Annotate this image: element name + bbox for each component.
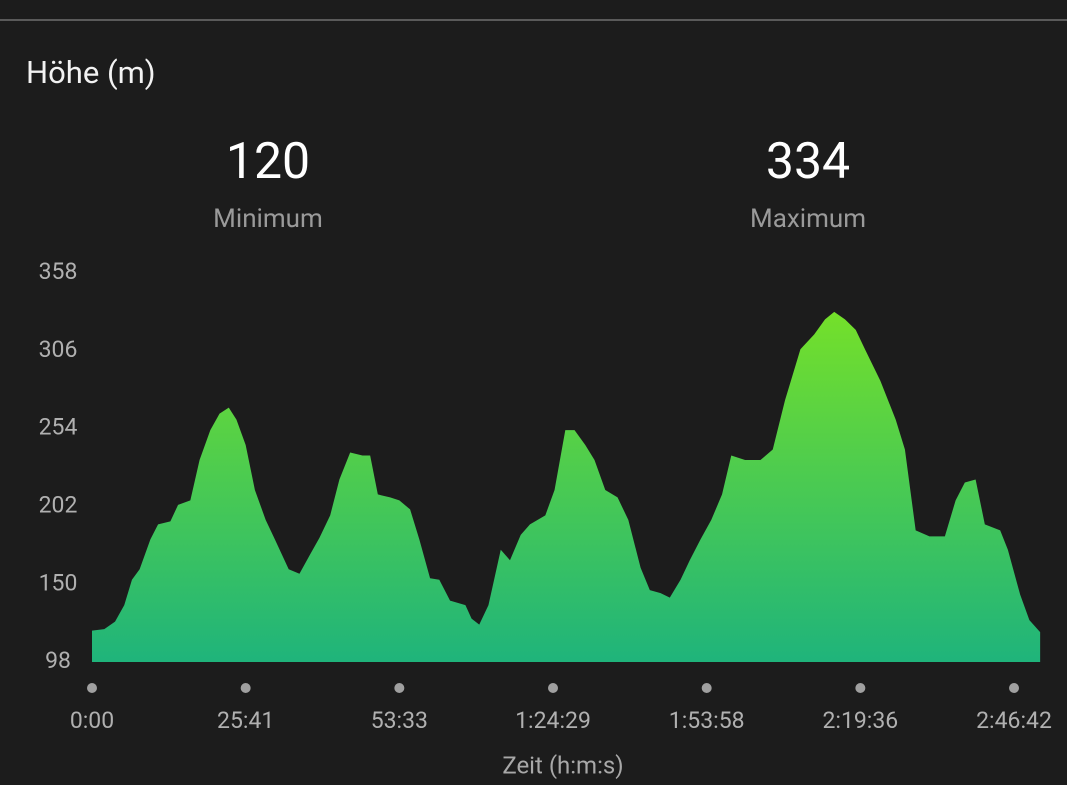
x-tick-dot (701, 683, 712, 693)
x-tick-dot (394, 683, 405, 693)
x-tick-dot (1009, 683, 1020, 693)
x-tick-label: 2:19:36 (822, 707, 898, 734)
chart-title: Höhe (m) (26, 54, 156, 91)
y-tick-label: 150 (39, 569, 78, 596)
x-tick-dot (87, 683, 97, 693)
stat-label: Maximum (750, 204, 866, 234)
y-tick-label: 254 (39, 414, 78, 441)
x-tick-label: 25:41 (217, 707, 274, 734)
x-tick-label: 1:53:58 (669, 707, 745, 734)
x-tick-dot (548, 683, 559, 693)
stat-value: 120 (226, 133, 310, 191)
x-tick-label: 53:33 (371, 707, 428, 734)
stat-value: 334 (766, 133, 850, 191)
y-tick-label: 306 (39, 336, 78, 363)
stat-label: Minimum (213, 204, 323, 234)
x-tick-label: 2:46:42 (976, 707, 1052, 734)
x-tick-dot (240, 683, 251, 693)
x-tick-dot (855, 683, 866, 693)
x-tick-label: 1:24:29 (515, 707, 591, 734)
x-tick-label: 0:00 (70, 707, 114, 734)
x-axis-label: Zeit (h:m:s) (502, 751, 623, 779)
y-tick-label: 358 (39, 258, 78, 285)
y-tick-label: 202 (39, 491, 78, 518)
elevation-area (92, 311, 1041, 662)
y-tick-label: 98 (45, 647, 71, 674)
